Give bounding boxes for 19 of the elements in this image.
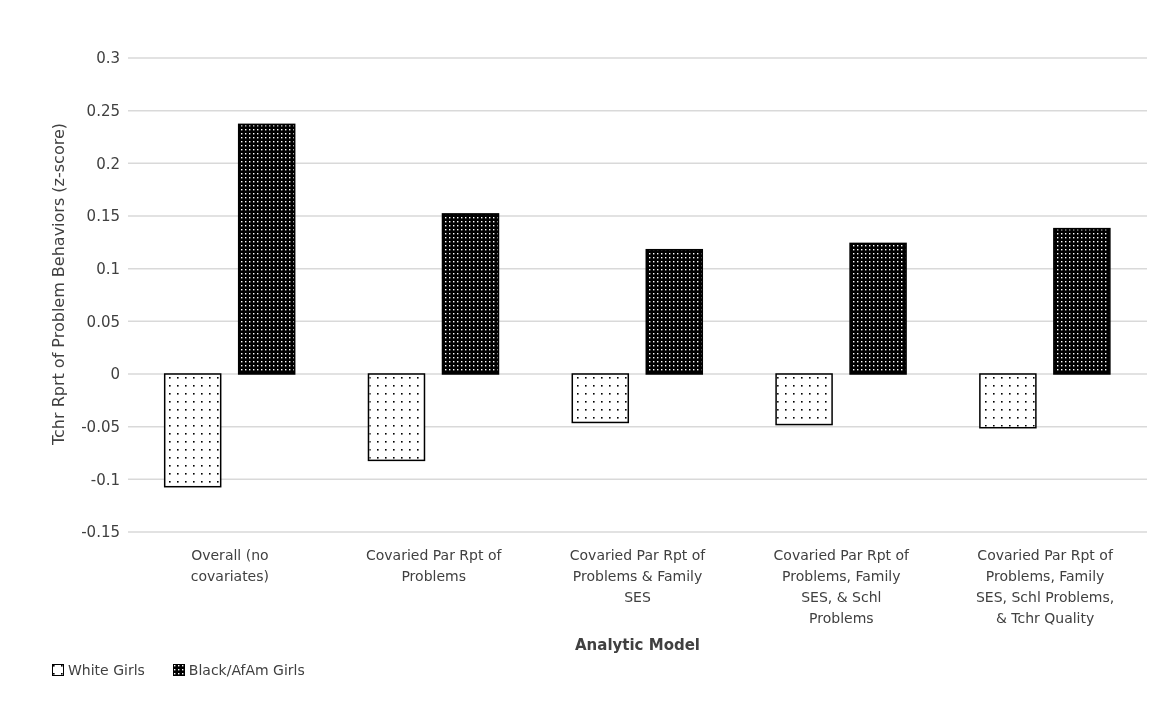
y-tick-label: 0 (110, 365, 120, 384)
y-tick-label: 0.1 (96, 259, 120, 278)
legend-label: Black/AfAm Girls (187, 662, 305, 678)
x-tick-label: Covaried Par Rpt of Problems & Family SES (569, 547, 707, 605)
y-tick-label: 0.05 (86, 312, 120, 331)
x-axis-title: Analytic Model (574, 636, 701, 654)
x-tick-label: Covaried Par Rpt of Problems (365, 547, 503, 584)
x-tick-label: Covaried Par Rpt of Problems, Family SES, & Schl Problems (773, 547, 911, 626)
y-tick-label: 0.3 (96, 49, 120, 68)
y-tick-label: -0.1 (90, 470, 120, 489)
y-tick-label: 0.2 (96, 154, 120, 173)
legend-label: White Girls (67, 662, 145, 678)
y-tick-label: 0.15 (86, 207, 120, 226)
x-tick-label: Overall (no covariates) (190, 547, 270, 584)
y-tick-label: 0.25 (86, 101, 120, 120)
x-tick-label: Covaried Par Rpt of Problems, Family SES, Schl Problems, & Tchr Quality (975, 547, 1115, 626)
y-axis-title: Tchr Rprt of Problem Behaviors (z-score) (48, 123, 68, 446)
y-tick-label: -0.15 (81, 523, 120, 542)
y-tick-label: -0.05 (81, 417, 120, 436)
